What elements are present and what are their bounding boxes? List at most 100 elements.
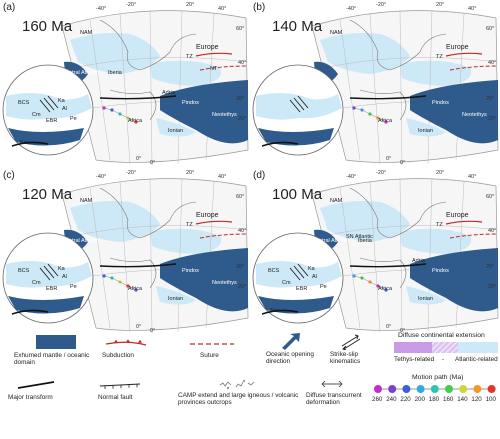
diffuse-extension-swatch [394,342,498,353]
grid-label: 20° [486,264,495,270]
map-label-ebr: EBR [46,118,58,124]
map-label-neotethys: Neotethys [212,112,237,118]
subduction-line [445,52,483,57]
map-label-africa: Africa [128,118,143,124]
pindos-ocean [424,88,456,118]
shelf-sea [70,200,160,242]
map-label-al: Al [62,106,67,112]
pindos-ocean [174,256,206,286]
map-label-pe: Pe [320,284,327,290]
inset-shelf [256,93,342,120]
inset-shelf [6,261,92,288]
map-label-central-atlantic: Central Atlantic [62,238,99,244]
coastline [359,257,407,289]
shelf-sea [70,32,160,74]
map-label-africa: Africa [378,118,393,124]
grid-label: 60° [486,194,495,200]
map-panel-b: (b) 140 Ma NAM Europe Africa Pindos Neotethys I… [250,0,500,165]
map-label-tz: TZ [436,222,443,228]
inset-ocean [258,128,334,146]
motion-path-dot [374,385,382,393]
subduction-line [195,220,233,225]
motion-path-dot [416,385,425,393]
suture-line [449,233,497,239]
panel-label: (b) [253,2,266,13]
grid-label: 20° [488,284,497,290]
coastline [349,19,447,71]
map-label-tz: TZ [186,222,193,228]
map-label-ebr: EBR [46,286,58,292]
grid-label: 0° [386,156,392,162]
grid-label: 40° [238,60,247,66]
suture-line [199,233,247,239]
panel-age: 100 Ma [272,186,323,203]
grid-label: 20° [238,116,247,122]
map-label-tz: TZ [186,54,193,60]
panel-label: (c) [3,170,15,181]
grid-label: -40° [346,174,357,180]
grid-label: 20° [238,284,247,290]
map-label-ionian: Ionian [418,296,433,302]
grid-label: 40° [468,6,477,12]
panel-age: 140 Ma [272,18,323,35]
ionian-sea [406,118,446,137]
map-label-neotethys: Neotethys [462,112,487,118]
grid-label: 0° [400,328,406,333]
map-label-iberia: Iberia [358,238,372,244]
subduction-line [195,52,233,57]
map-label-bcs: BCS [268,268,280,274]
map-label-pindos: Pindos [182,100,199,106]
map-label-central-atlantic: Central Atlantic [62,70,99,76]
grid-label: 0° [386,324,392,330]
ionian-sea [406,286,446,305]
map-svg [2,9,249,165]
coastline [99,187,197,239]
grid-label: 60° [486,26,495,32]
map-label-cm: Cm [282,280,291,286]
map-panel-a: (a) 160 Ma NAM Europe Iberia Africa Adria Pindo… [0,0,250,165]
map-label-ser: Ser [270,308,279,314]
grid-label: 0° [400,160,406,165]
grid-label: 20° [236,96,245,102]
exhumed-mantle-swatch [36,335,76,349]
ionian-sea [156,118,196,137]
map-label-pindos: Pindos [432,268,449,274]
motion-path-dot [487,385,496,393]
map-label-al: Al [312,274,317,280]
major-transform-line [349,95,427,100]
map-label-ser: Ser [20,140,29,146]
map-label-al: Al [62,274,67,280]
inset-transform [261,309,299,315]
map-label-adria: Adria [162,90,175,96]
strike-slip-icon [341,334,361,350]
transcurrent-icon [321,380,343,388]
grid-label: -40° [96,6,107,12]
motion-path-dot [473,385,482,393]
grid-label: 20° [186,170,195,176]
camp-symbol [219,380,255,389]
inset-shelf [256,261,342,288]
shelf-sea [320,32,410,74]
map-label-ionian: Ionian [168,128,183,134]
motion-path-dot [388,385,397,393]
grid-label: 20° [486,96,495,102]
inset-ocean [8,128,84,146]
major-transform-line [349,263,427,268]
shelf-sea [400,228,472,254]
inset-faults [289,95,309,113]
panel-age: 160 Ma [22,18,73,35]
coastline [349,187,447,239]
map-label-bcs: BCS [18,100,30,106]
map-svg [252,9,499,165]
grid-label: 40° [488,60,497,66]
grid-label: 40° [468,174,477,180]
grid-label: 0° [136,156,142,162]
grid-label: -40° [346,6,357,12]
motion-path [102,106,138,124]
grid-label: 40° [238,228,247,234]
motion-path-dot [459,385,468,393]
grid-label: -20° [376,170,387,176]
motion-path [102,274,138,292]
panel-label: (a) [3,2,16,13]
map-label-ionian: Ionian [168,296,183,302]
